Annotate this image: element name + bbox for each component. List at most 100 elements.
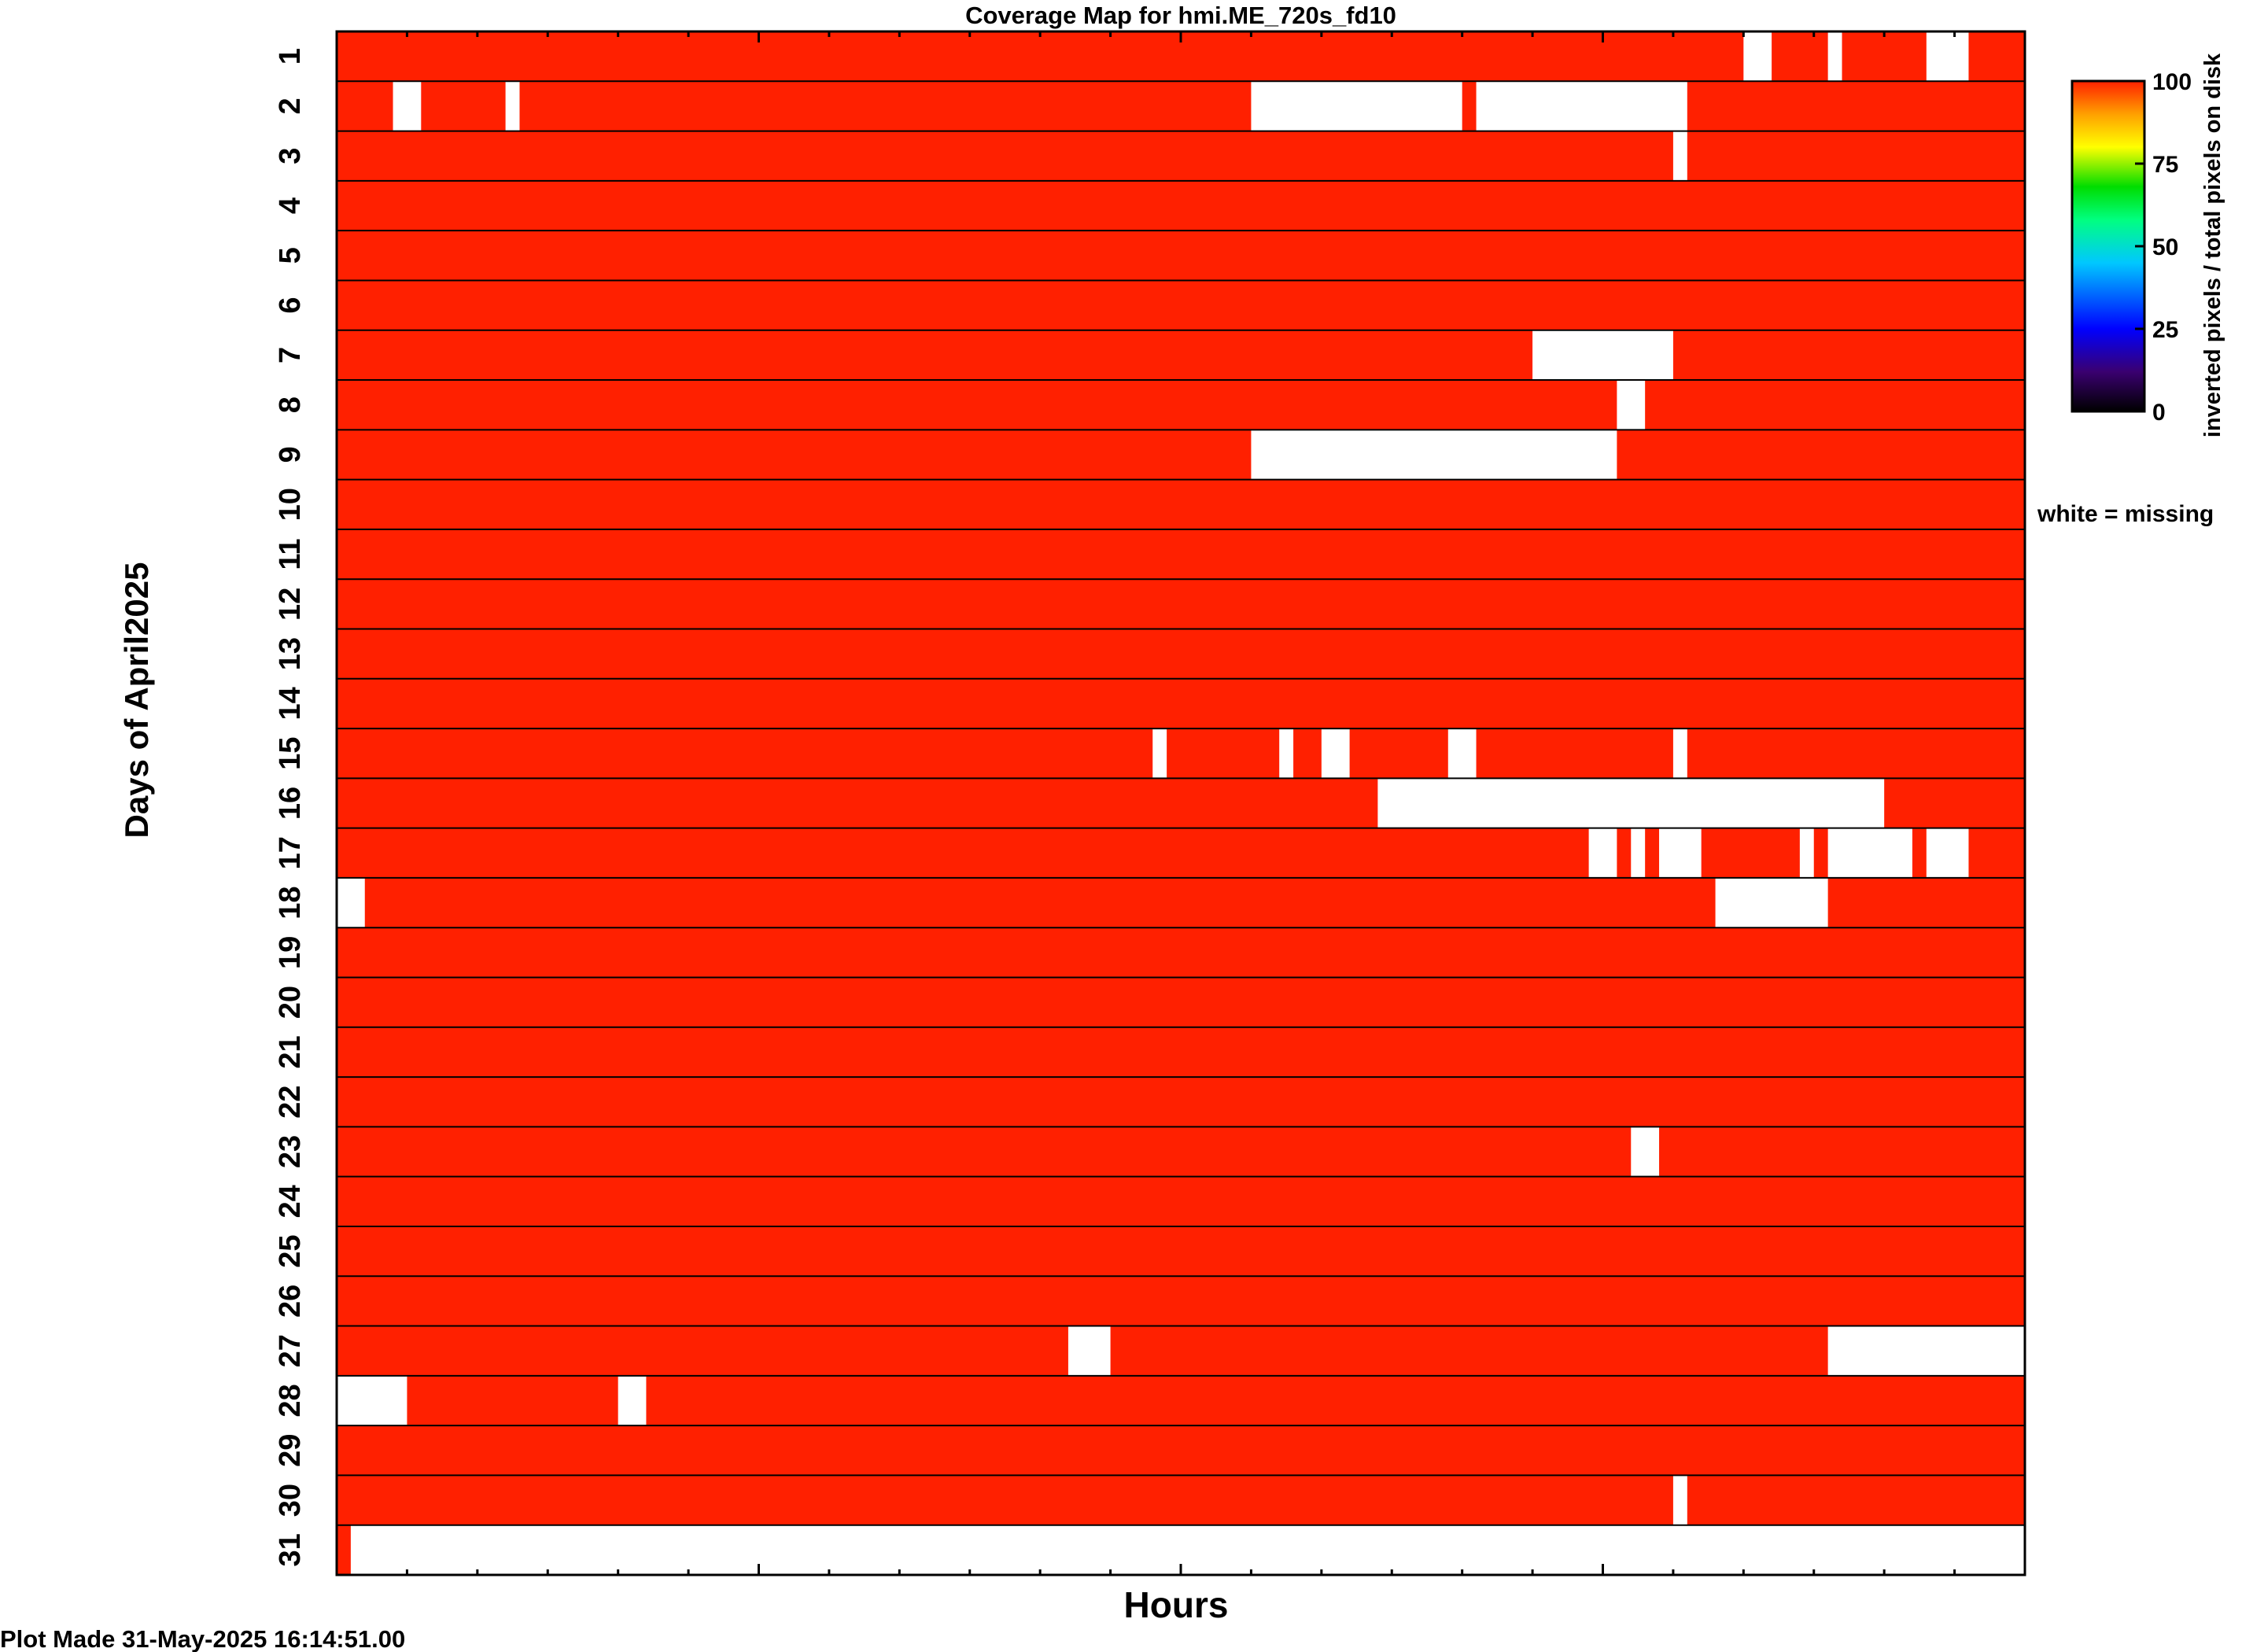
colorbar-tick-label: 75 bbox=[2152, 152, 2178, 178]
colorbar-ticks: 0 25 50 75 100 bbox=[2135, 69, 2192, 426]
missing-span-day17-6 bbox=[1926, 828, 1969, 878]
colorbar-tick-label: 25 bbox=[2152, 317, 2178, 343]
missing-span-day27-2 bbox=[1827, 1326, 2025, 1376]
day-label: 13 bbox=[274, 637, 307, 670]
day-row-20 bbox=[337, 977, 2025, 1027]
missing-span-day18-1 bbox=[337, 877, 365, 928]
day-row-30 bbox=[337, 1475, 2025, 1525]
day-label: 9 bbox=[274, 446, 307, 463]
missing-span-day15-1 bbox=[1152, 728, 1167, 779]
day-label: 18 bbox=[274, 886, 307, 919]
colorbar-tick-label: 100 bbox=[2152, 69, 2192, 95]
missing-legend-note: white = missing bbox=[2037, 501, 2214, 527]
day-row-26 bbox=[337, 1276, 2025, 1326]
missing-span-day17-5 bbox=[1827, 828, 1912, 878]
y-axis-day-labels: 1234567891011121314151617181920212223242… bbox=[274, 48, 307, 1566]
day-label: 5 bbox=[274, 247, 307, 264]
day-row-13 bbox=[337, 629, 2025, 679]
day-label: 3 bbox=[274, 148, 307, 164]
missing-span-day15-4 bbox=[1447, 728, 1477, 779]
day-row-separators bbox=[337, 80, 2025, 1526]
day-label: 29 bbox=[274, 1434, 307, 1467]
missing-span-day8-1 bbox=[1617, 380, 1646, 430]
day-label: 11 bbox=[274, 538, 307, 570]
missing-span-day2-3 bbox=[1251, 81, 1462, 131]
day-label: 31 bbox=[274, 1533, 307, 1566]
missing-span-day17-3 bbox=[1659, 828, 1702, 878]
day-label: 25 bbox=[274, 1234, 307, 1267]
missing-span-day17-4 bbox=[1799, 828, 1814, 878]
day-row-10 bbox=[337, 479, 2025, 529]
day-row-6 bbox=[337, 280, 2025, 330]
day-row-11 bbox=[337, 529, 2025, 580]
day-row-12 bbox=[337, 579, 2025, 629]
day-row-15 bbox=[337, 728, 2025, 779]
day-label: 15 bbox=[274, 737, 307, 770]
missing-span-day15-2 bbox=[1279, 728, 1294, 779]
day-label: 4 bbox=[274, 197, 307, 214]
day-label: 1 bbox=[274, 48, 307, 65]
missing-span-day31-1 bbox=[350, 1525, 2026, 1575]
missing-span-day28-1 bbox=[337, 1375, 407, 1426]
day-label: 20 bbox=[274, 986, 307, 1019]
day-row-5 bbox=[337, 230, 2025, 281]
day-row-17 bbox=[337, 828, 2025, 878]
day-label: 7 bbox=[274, 347, 307, 363]
day-row-23 bbox=[337, 1127, 2025, 1177]
day-label: 2 bbox=[274, 98, 307, 114]
day-label: 21 bbox=[274, 1035, 307, 1068]
day-row-9 bbox=[337, 430, 2025, 480]
day-label: 17 bbox=[274, 836, 307, 869]
day-label: 28 bbox=[274, 1384, 307, 1417]
missing-span-day2-2 bbox=[505, 81, 520, 131]
day-row-14 bbox=[337, 678, 2025, 729]
day-label: 8 bbox=[274, 396, 307, 413]
day-label: 10 bbox=[274, 488, 307, 521]
y-axis-label: Days of April2025 bbox=[118, 562, 155, 839]
missing-span-day17-1 bbox=[1588, 828, 1617, 878]
day-row-21 bbox=[337, 1027, 2025, 1078]
missing-span-day3-1 bbox=[1672, 131, 1687, 181]
day-row-27 bbox=[337, 1326, 2025, 1376]
missing-span-day30-1 bbox=[1672, 1475, 1687, 1525]
day-row-24 bbox=[337, 1176, 2025, 1226]
missing-span-day17-2 bbox=[1631, 828, 1646, 878]
day-label: 30 bbox=[274, 1484, 307, 1517]
day-label: 26 bbox=[274, 1285, 307, 1318]
colorbar-label: inverted pixels / total pixels on disk bbox=[2200, 53, 2225, 437]
chart-title: Coverage Map for hmi.ME_720s_fd10 bbox=[965, 2, 1396, 29]
day-row-2 bbox=[337, 81, 2025, 131]
day-row-8 bbox=[337, 380, 2025, 430]
missing-span-day7-1 bbox=[1532, 330, 1673, 381]
day-row-3 bbox=[337, 131, 2025, 181]
missing-span-day16-1 bbox=[1377, 778, 1885, 828]
missing-span-day15-3 bbox=[1321, 728, 1350, 779]
day-row-29 bbox=[337, 1425, 2025, 1476]
missing-span-day1-3 bbox=[1926, 31, 1969, 82]
day-label: 27 bbox=[274, 1334, 307, 1367]
x-axis-ticks bbox=[335, 31, 2026, 1575]
day-row-25 bbox=[337, 1226, 2025, 1277]
colorbar-tick-label: 50 bbox=[2152, 234, 2178, 260]
day-row-28 bbox=[337, 1375, 2025, 1426]
day-row-19 bbox=[337, 927, 2025, 978]
day-label: 23 bbox=[274, 1135, 307, 1168]
colorbar-tick-label: 0 bbox=[2152, 400, 2166, 426]
missing-span-day1-1 bbox=[1743, 31, 1772, 82]
missing-span-day2-4 bbox=[1476, 81, 1687, 131]
day-row-7 bbox=[337, 330, 2025, 381]
missing-span-day18-2 bbox=[1715, 877, 1828, 928]
missing-span-day28-2 bbox=[618, 1375, 647, 1426]
missing-span-day27-1 bbox=[1068, 1326, 1111, 1376]
day-row-4 bbox=[337, 180, 2025, 231]
day-label: 22 bbox=[274, 1086, 307, 1119]
day-label: 12 bbox=[274, 588, 307, 621]
day-row-22 bbox=[337, 1077, 2025, 1127]
missing-span-day2-1 bbox=[393, 81, 422, 131]
missing-span-day1-2 bbox=[1827, 31, 1842, 82]
day-label: 14 bbox=[274, 687, 307, 720]
missing-span-day23-1 bbox=[1631, 1127, 1660, 1177]
missing-span-day9-1 bbox=[1251, 430, 1617, 480]
day-label: 24 bbox=[274, 1185, 307, 1218]
